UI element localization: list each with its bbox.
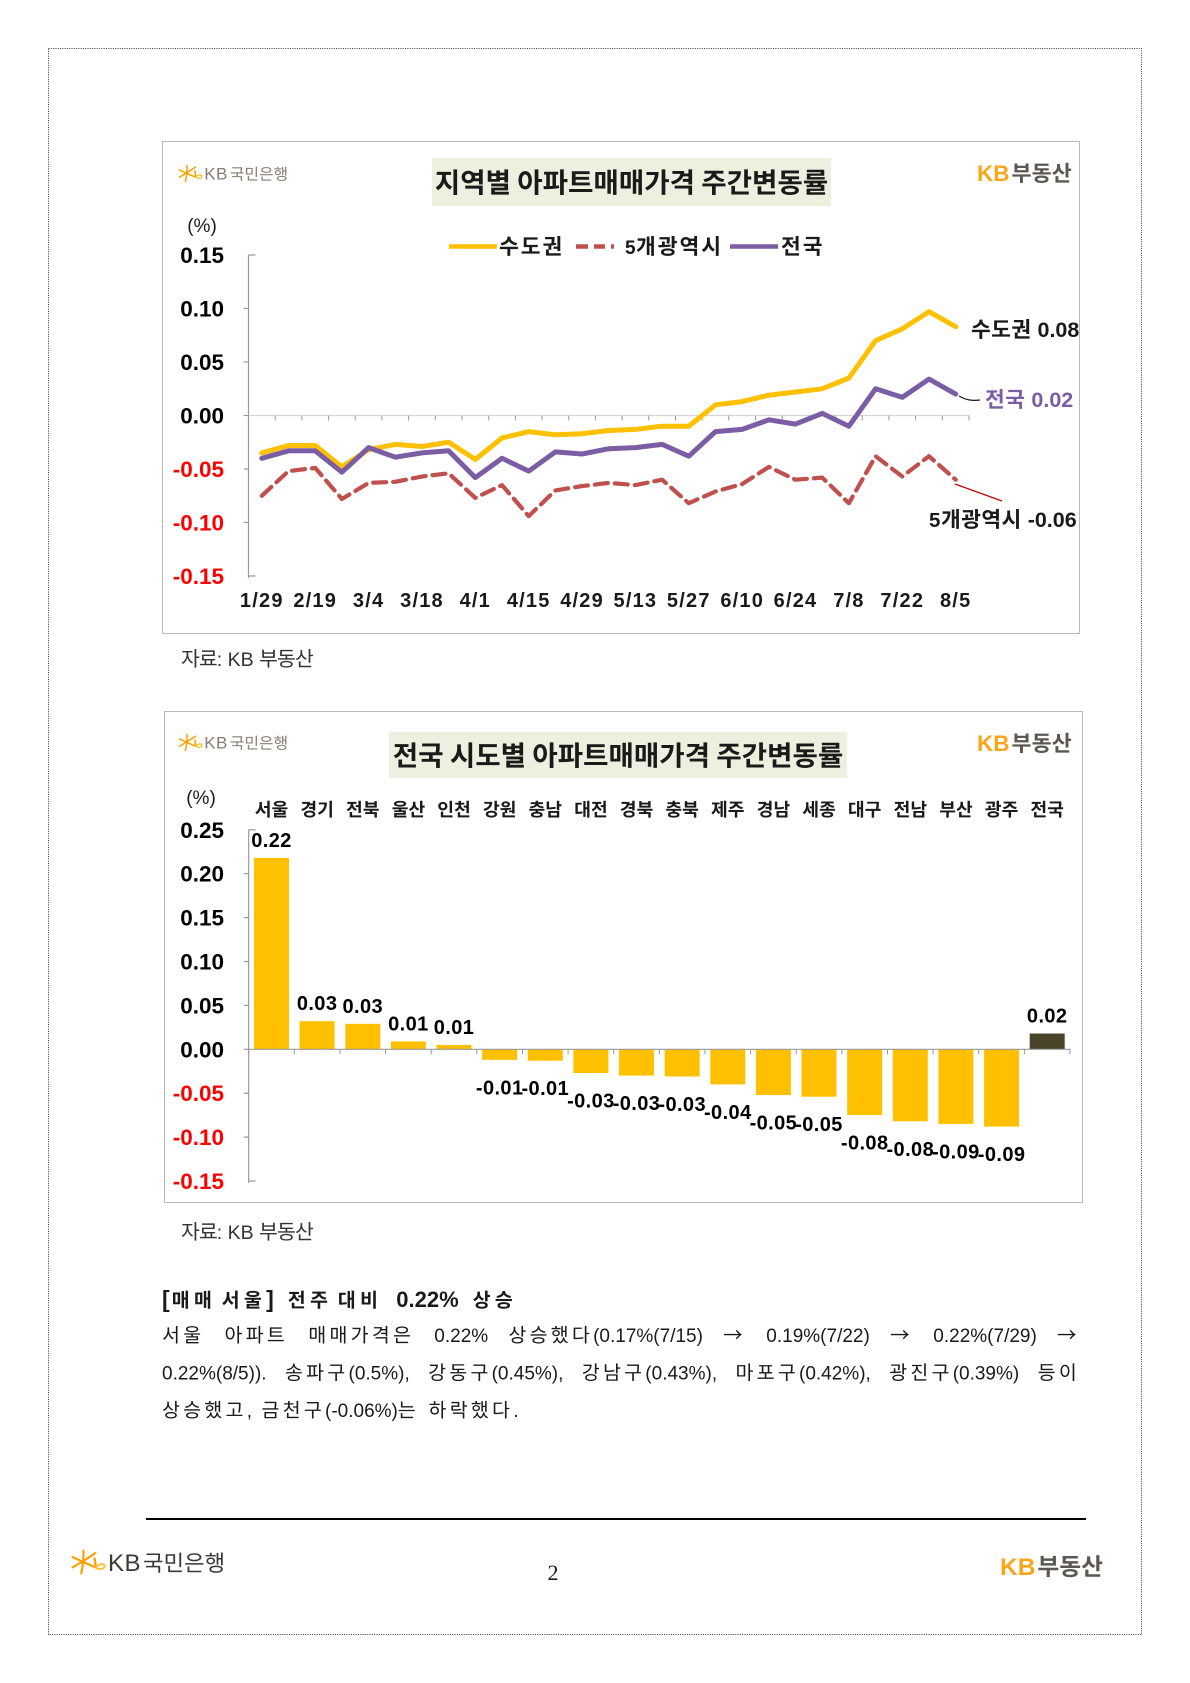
svg-text:5/13: 5/13 [614, 590, 658, 612]
svg-text:0.22%: 0.22% [434, 1326, 488, 1347]
svg-text:-0.03: -0.03 [567, 1091, 615, 1113]
svg-text:0.00: 0.00 [180, 1037, 224, 1062]
svg-text:(0.5%),: (0.5%), [349, 1364, 410, 1385]
svg-text:(%): (%) [187, 216, 217, 237]
svg-text:-0.01: -0.01 [522, 1078, 570, 1100]
svg-text:5: 5 [625, 238, 636, 259]
svg-text:KB: KB [977, 731, 1010, 756]
svg-text:0.10: 0.10 [180, 950, 224, 975]
svg-text:2: 2 [548, 1560, 559, 1585]
svg-text:6/24: 6/24 [774, 590, 818, 612]
svg-text:(0.42%),: (0.42%), [799, 1364, 871, 1385]
svg-text:(0.17%(7/15): (0.17%(7/15) [593, 1326, 703, 1347]
svg-text:-0.15: -0.15 [173, 564, 224, 589]
svg-text:3/18: 3/18 [400, 590, 444, 612]
svg-text:0.22%: 0.22% [396, 1287, 458, 1312]
svg-text:-0.05: -0.05 [173, 1081, 224, 1106]
svg-text:7/8: 7/8 [833, 590, 864, 612]
svg-text:KB: KB [977, 161, 1010, 186]
svg-text:-0.05: -0.05 [795, 1114, 843, 1136]
svg-text:0.03: 0.03 [343, 996, 384, 1018]
svg-text:5/27: 5/27 [667, 590, 711, 612]
svg-text:0.08: 0.08 [1038, 318, 1080, 342]
svg-text:0.22: 0.22 [251, 830, 292, 852]
svg-text:0.00: 0.00 [180, 404, 224, 429]
svg-text:-0.09: -0.09 [978, 1144, 1026, 1166]
svg-text:-0.05: -0.05 [750, 1113, 798, 1135]
svg-text:0.01: 0.01 [434, 1017, 475, 1039]
svg-text:.: . [513, 1401, 518, 1422]
svg-text:4/15: 4/15 [507, 590, 551, 612]
svg-text:0.19%(7/22): 0.19%(7/22) [766, 1326, 870, 1347]
svg-text:0.02: 0.02 [1027, 1006, 1068, 1028]
svg-text:4/29: 4/29 [560, 590, 604, 612]
svg-text:KB: KB [1000, 1554, 1035, 1581]
svg-text:0.22%(8/5)).: 0.22%(8/5)). [162, 1364, 267, 1385]
svg-text:KB: KB [204, 734, 228, 753]
svg-text:,: , [247, 1401, 252, 1422]
svg-text:-0.05: -0.05 [173, 457, 224, 482]
svg-text:-0.03: -0.03 [658, 1094, 706, 1116]
svg-text:0.02: 0.02 [1031, 388, 1073, 412]
svg-text:-0.08: -0.08 [887, 1139, 935, 1161]
svg-text:0.22%(7/29): 0.22%(7/29) [933, 1326, 1037, 1347]
svg-text:0.15: 0.15 [180, 906, 224, 931]
svg-text:0.03: 0.03 [297, 993, 338, 1015]
svg-text:0.25: 0.25 [180, 818, 224, 843]
svg-text:: KB: : KB [217, 1222, 254, 1244]
svg-text:KB: KB [204, 165, 228, 184]
svg-text:[: [ [162, 1286, 170, 1312]
svg-text:-0.09: -0.09 [932, 1141, 980, 1163]
svg-text:3/4: 3/4 [353, 590, 384, 612]
svg-text:-0.10: -0.10 [173, 511, 224, 536]
svg-text:4/1: 4/1 [460, 590, 491, 612]
svg-text:]: ] [266, 1286, 274, 1312]
svg-text:0.20: 0.20 [180, 862, 224, 887]
svg-text:0.05: 0.05 [180, 993, 224, 1018]
svg-text:0.10: 0.10 [180, 297, 224, 322]
svg-text:7/22: 7/22 [880, 590, 924, 612]
svg-text:(0.39%): (0.39%) [953, 1364, 1020, 1385]
svg-text:2/19: 2/19 [293, 590, 337, 612]
svg-text:6/10: 6/10 [720, 590, 764, 612]
svg-text:(-0.06%): (-0.06%) [325, 1401, 398, 1422]
svg-text:: KB: : KB [217, 649, 254, 671]
svg-text:0.01: 0.01 [388, 1013, 429, 1035]
svg-text:(0.45%),: (0.45%), [492, 1364, 564, 1385]
svg-text:-0.04: -0.04 [704, 1102, 752, 1124]
svg-text:-0.08: -0.08 [841, 1133, 889, 1155]
svg-text:5: 5 [929, 509, 940, 532]
svg-text:-0.15: -0.15 [173, 1169, 224, 1194]
svg-text:1/29: 1/29 [240, 590, 284, 612]
svg-text:-0.06: -0.06 [1028, 508, 1077, 532]
svg-text:(%): (%) [186, 788, 216, 809]
svg-text:-0.01: -0.01 [476, 1077, 524, 1099]
svg-text:8/5: 8/5 [940, 590, 971, 612]
svg-text:-0.10: -0.10 [173, 1125, 224, 1150]
svg-text:-0.03: -0.03 [613, 1093, 661, 1115]
svg-text:0.05: 0.05 [180, 350, 224, 375]
svg-text:(0.43%),: (0.43%), [645, 1364, 717, 1385]
svg-text:0.15: 0.15 [180, 243, 224, 268]
svg-text:KB: KB [108, 1550, 141, 1577]
